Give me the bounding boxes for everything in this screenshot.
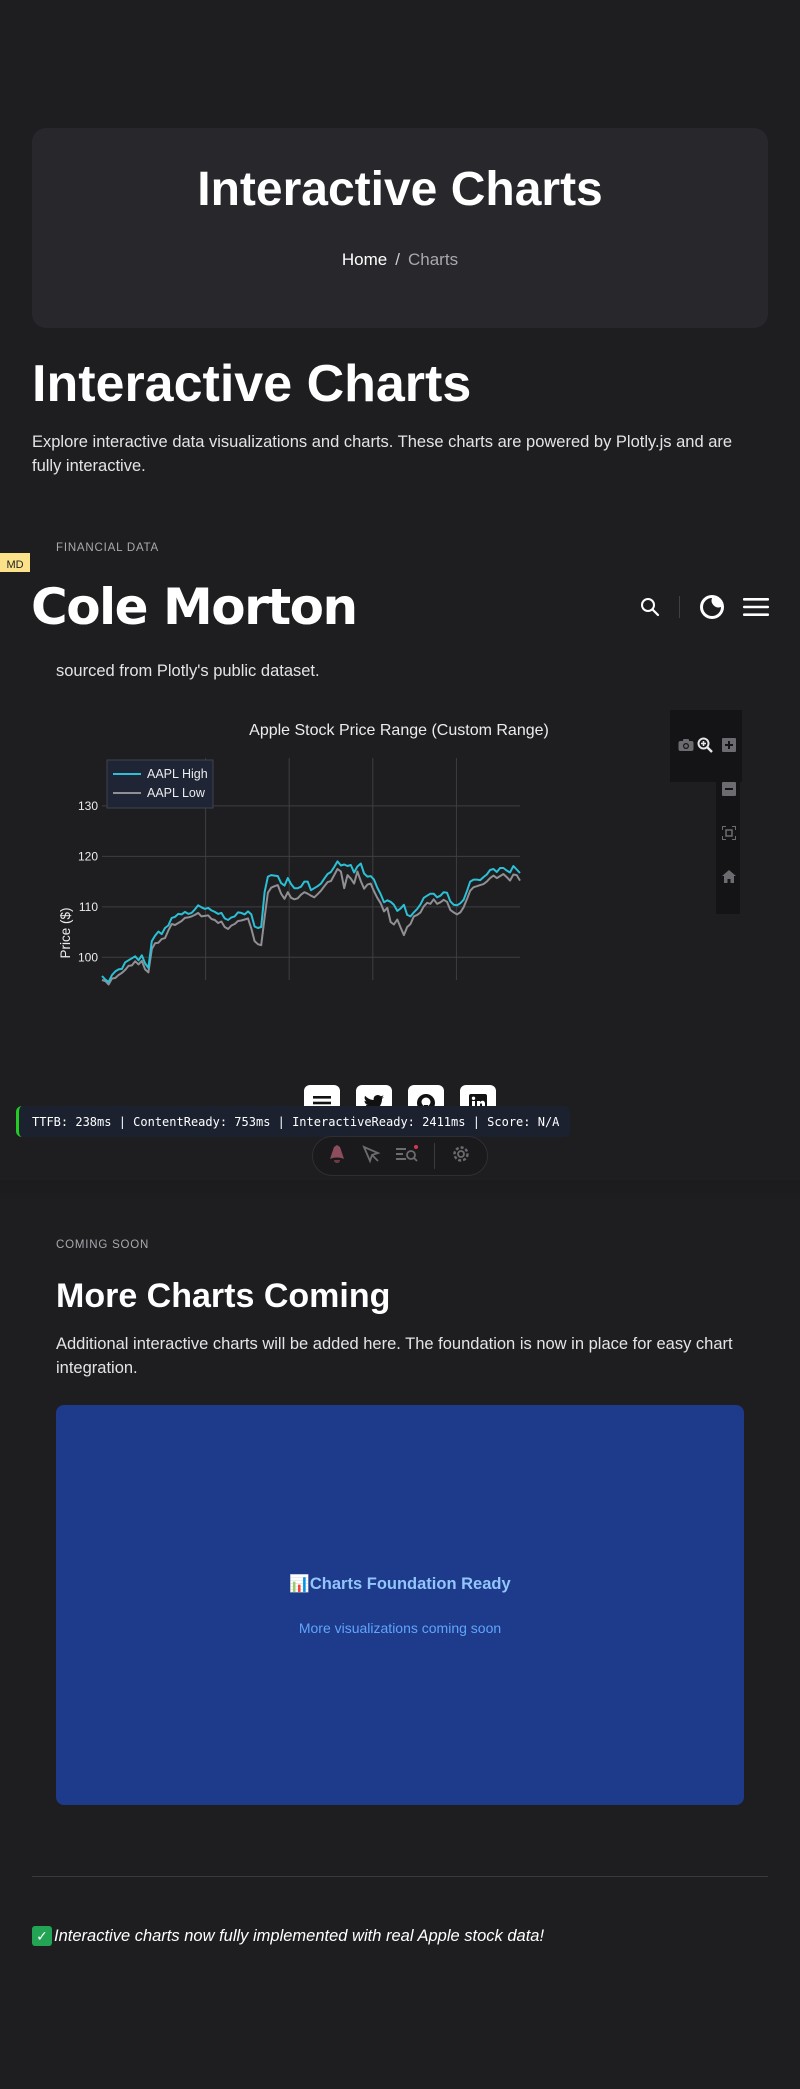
zoom-icon[interactable] [697,737,713,758]
chart-legend[interactable]: AAPL High AAPL Low [106,759,214,809]
dev-toolbar [312,1136,488,1176]
y-axis-label: Price ($) [58,907,73,958]
legend-label-low[interactable]: AAPL Low [147,786,206,800]
charts-foundation-card: 📊Charts Foundation Ready More visualizat… [56,1405,744,1805]
camera-icon[interactable] [678,738,694,757]
inspect-icon[interactable] [361,1144,381,1169]
series-line-aapl-low[interactable] [101,868,521,986]
footer-note-text: Interactive charts now fully implemented… [54,1926,545,1945]
stock-chart[interactable]: Apple Stock Price Range (Custom Range) 1… [56,710,744,1060]
autoscale-icon[interactable] [721,825,737,845]
chart-axes: 100 110 120 130 [78,799,98,964]
chart-modebar [670,710,798,914]
chart-svg[interactable]: Apple Stock Price Range (Custom Range) 1… [56,710,744,1060]
charts-foundation-title-text: Charts Foundation Ready [309,1575,511,1593]
search-icon[interactable] [640,597,660,622]
chart-title: Apple Stock Price Range (Custom Range) [249,722,549,739]
series-line-aapl-high[interactable] [101,860,521,983]
settings-icon[interactable] [451,1144,471,1169]
breadcrumb-home-link[interactable]: Home [341,250,388,269]
dev-toolbar-separator [434,1143,436,1169]
theme-toggle-icon[interactable] [699,594,725,625]
zoom-in-icon[interactable] [722,738,736,757]
charts-foundation-title: 📊Charts Foundation Ready [56,1575,744,1594]
coming-soon-label: COMING SOON [56,1239,150,1251]
breadcrumb: Home / Charts [32,250,768,270]
breadcrumb-separator: / [395,250,400,269]
footer-note: ✓ Interactive charts now fully implement… [32,1926,544,1946]
astro-icon[interactable] [329,1144,345,1168]
footer-divider [32,1876,768,1877]
section-divider [0,1180,800,1204]
header-divider [679,596,680,618]
bar-chart-icon: 📊 [289,1575,310,1593]
menu-icon[interactable] [743,596,769,623]
charts-foundation-subtitle: More visualizations coming soon [298,1620,502,1636]
more-charts-text: Additional interactive charts will be ad… [56,1335,733,1377]
site-header: Cole Morton [0,572,800,642]
y-tick-label: 130 [78,799,98,813]
hero-banner: Interactive Charts Home / Charts [32,128,768,328]
more-charts-title: More Charts Coming [56,1277,391,1315]
page-intro: Explore interactive data visualizations … [32,433,733,475]
performance-metrics-bar: TTFB: 238ms | ContentReady: 753ms | Inte… [16,1106,570,1137]
financial-data-label: FINANCIAL DATA [56,542,159,552]
y-tick-label: 120 [78,849,98,863]
check-icon: ✓ [32,1926,52,1946]
zoom-out-icon[interactable] [722,782,736,801]
y-tick-label: 110 [79,900,98,914]
legend-label-high[interactable]: AAPL High [147,767,208,781]
y-tick-label: 100 [78,950,98,964]
reset-axes-icon[interactable] [722,870,736,888]
hero-title: Interactive Charts [197,163,603,216]
chart-series[interactable] [101,860,521,986]
breadcrumb-current: Charts [408,250,459,269]
audit-icon[interactable] [396,1144,419,1168]
page-title: Interactive Charts [32,355,472,413]
dataset-note: sourced from Plotly's public dataset. [56,662,320,680]
site-brand[interactable]: Cole Morton [31,578,358,636]
